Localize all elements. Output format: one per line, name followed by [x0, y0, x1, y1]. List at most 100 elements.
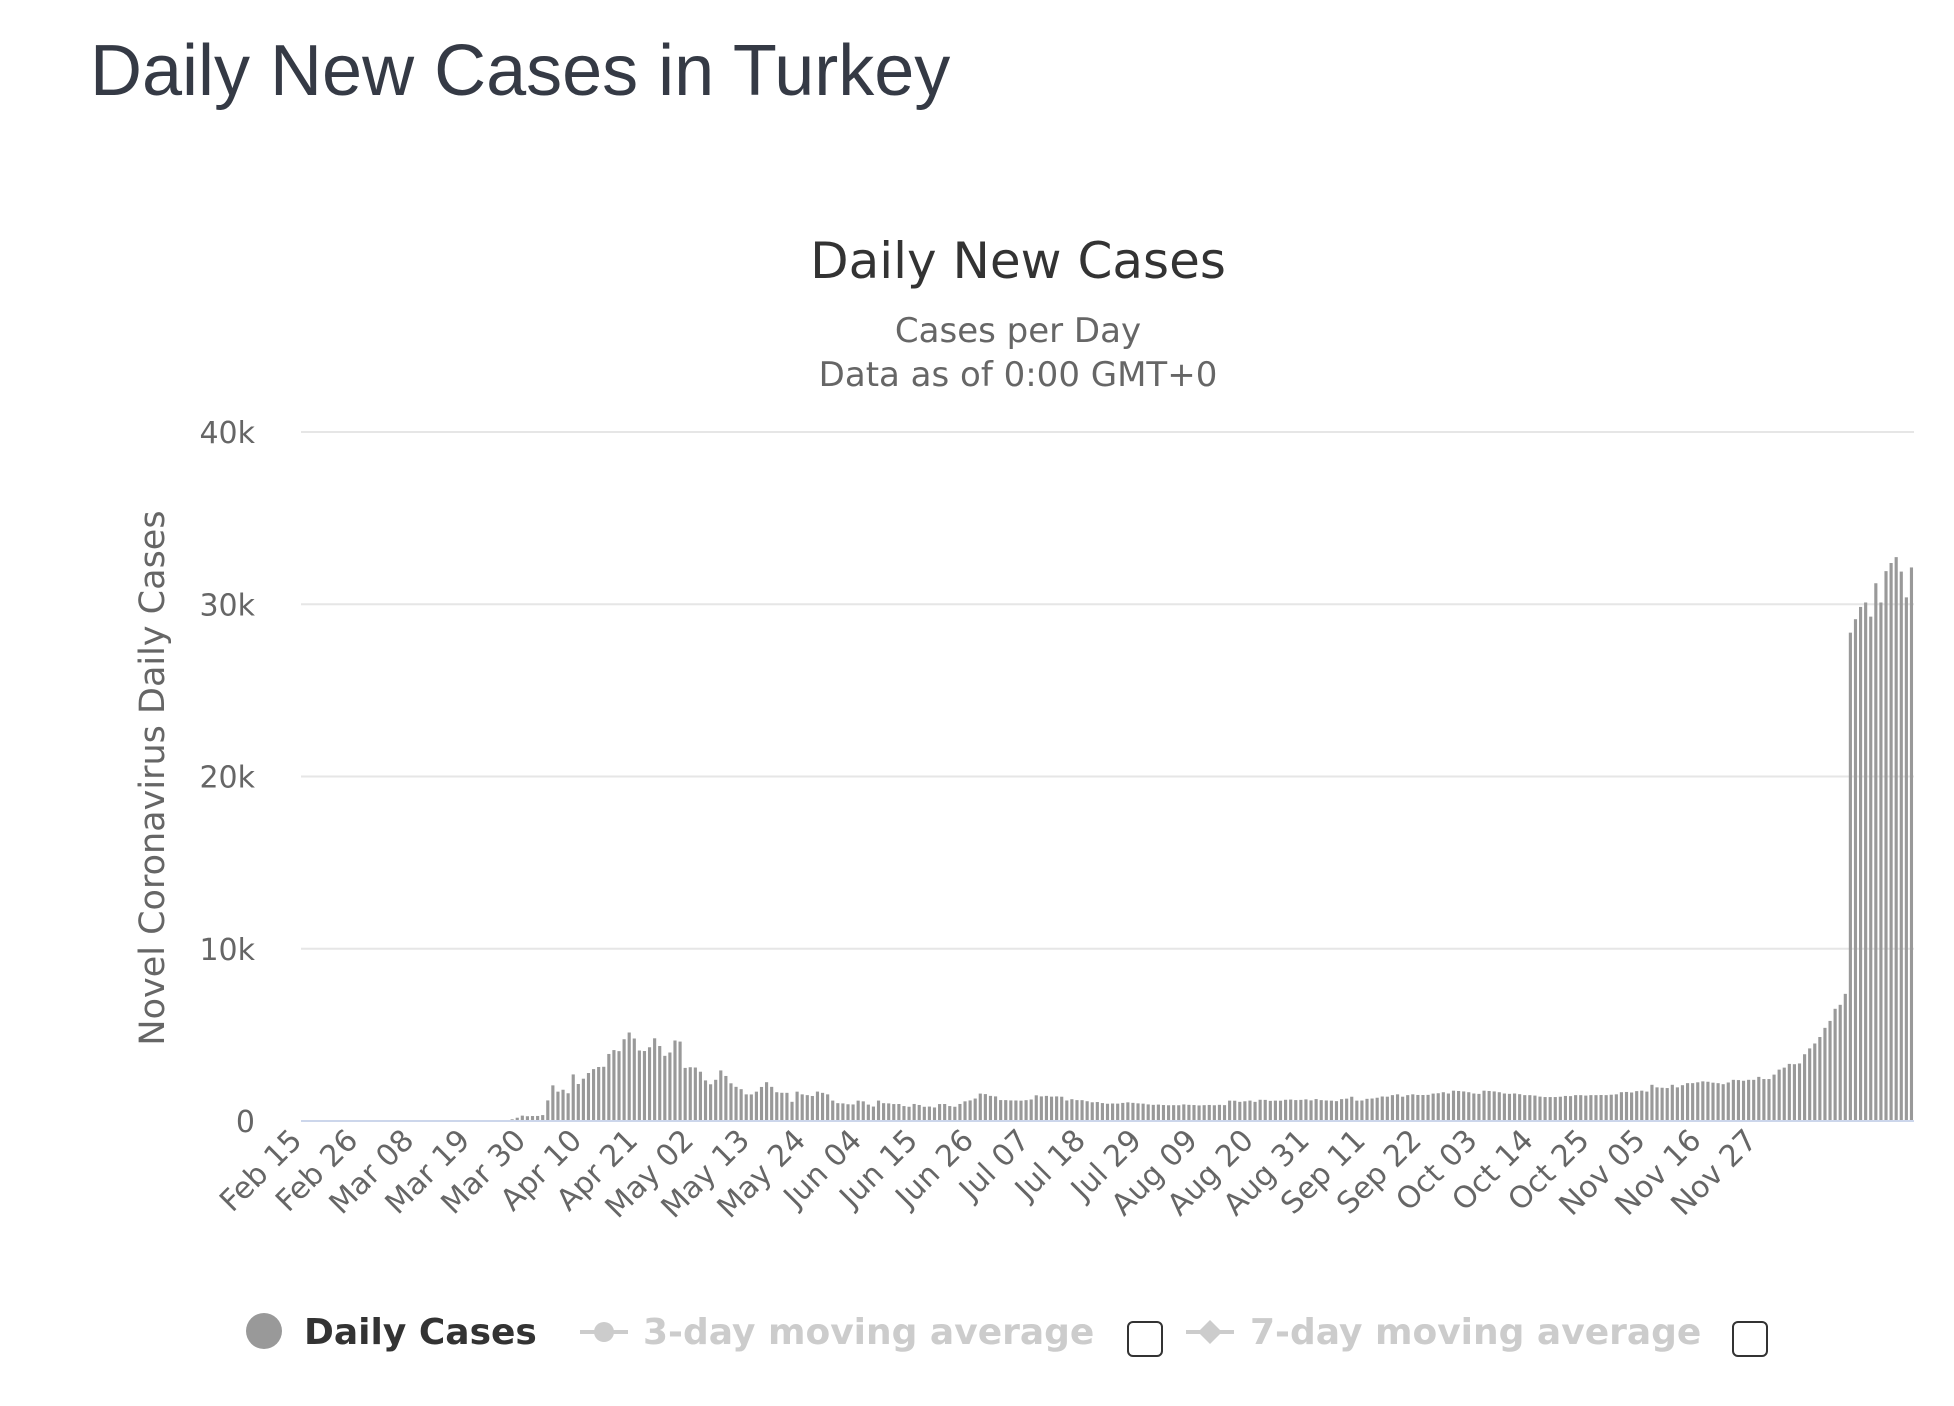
bar[interactable] [1278, 1100, 1283, 1121]
bar[interactable] [1518, 1094, 1522, 1121]
bar[interactable] [581, 1078, 585, 1121]
bar[interactable] [1416, 1094, 1420, 1121]
bar[interactable] [815, 1091, 820, 1121]
bar[interactable] [1075, 1100, 1079, 1121]
bar[interactable] [1243, 1101, 1247, 1121]
bar[interactable] [765, 1082, 769, 1121]
bar[interactable] [1909, 567, 1914, 1121]
bar[interactable] [1538, 1096, 1542, 1121]
bar[interactable] [1019, 1100, 1023, 1121]
bar[interactable] [520, 1115, 524, 1121]
bar[interactable] [1202, 1105, 1206, 1121]
bar[interactable] [1472, 1093, 1476, 1121]
bar[interactable] [1797, 1063, 1802, 1121]
bar[interactable] [1411, 1094, 1415, 1121]
bar[interactable] [693, 1067, 697, 1121]
bar[interactable] [536, 1115, 540, 1121]
bar[interactable] [780, 1092, 784, 1121]
bar[interactable] [927, 1106, 931, 1121]
bar[interactable] [1543, 1097, 1547, 1121]
bar[interactable] [1350, 1096, 1354, 1121]
bar[interactable] [703, 1080, 708, 1121]
bar[interactable] [1660, 1087, 1664, 1121]
bar[interactable] [988, 1095, 993, 1121]
bar[interactable] [597, 1067, 601, 1121]
bar[interactable] [917, 1104, 921, 1121]
bar[interactable] [790, 1101, 794, 1121]
bar[interactable] [1782, 1067, 1786, 1121]
bar[interactable] [846, 1104, 850, 1121]
bar[interactable] [749, 1094, 753, 1121]
bar[interactable] [1151, 1104, 1155, 1121]
bar[interactable] [887, 1103, 891, 1121]
bar[interactable] [1309, 1100, 1313, 1121]
bar[interactable] [1365, 1098, 1369, 1121]
bar[interactable] [953, 1106, 957, 1121]
bar[interactable] [1528, 1095, 1532, 1121]
bar[interactable] [1736, 1080, 1741, 1121]
bar[interactable] [1792, 1064, 1796, 1121]
bar[interactable] [968, 1100, 972, 1121]
bar[interactable] [1548, 1097, 1552, 1121]
bar[interactable] [602, 1066, 606, 1121]
bar[interactable] [882, 1103, 886, 1121]
bar[interactable] [1731, 1079, 1735, 1121]
bar[interactable] [1507, 1093, 1512, 1121]
bar[interactable] [826, 1094, 830, 1121]
bar[interactable] [1065, 1100, 1069, 1121]
bar[interactable] [983, 1094, 987, 1121]
bar[interactable] [1691, 1083, 1695, 1121]
bar[interactable] [1563, 1095, 1568, 1121]
bar[interactable] [902, 1106, 906, 1121]
bar[interactable] [1192, 1105, 1196, 1121]
bar[interactable] [1619, 1092, 1623, 1121]
bar[interactable] [1100, 1103, 1104, 1121]
bar[interactable] [1706, 1081, 1710, 1121]
bar[interactable] [561, 1089, 565, 1121]
bar[interactable] [1090, 1102, 1094, 1121]
bar[interactable] [1004, 1100, 1008, 1121]
bar[interactable] [1395, 1094, 1400, 1121]
bar[interactable] [1787, 1063, 1791, 1121]
bar[interactable] [673, 1040, 677, 1121]
bar[interactable] [1726, 1082, 1730, 1121]
bar[interactable] [576, 1084, 580, 1121]
bar[interactable] [1105, 1103, 1110, 1121]
bar[interactable] [1039, 1096, 1043, 1121]
bar[interactable] [1630, 1092, 1634, 1121]
bar[interactable] [1838, 1004, 1842, 1121]
bar[interactable] [1258, 1099, 1262, 1121]
bars[interactable] [480, 557, 1914, 1122]
bar[interactable] [1136, 1103, 1140, 1121]
bar[interactable] [1716, 1083, 1720, 1121]
bar[interactable] [1248, 1100, 1252, 1121]
bar[interactable] [912, 1103, 916, 1121]
bar[interactable] [1772, 1074, 1776, 1121]
bar[interactable] [1574, 1095, 1578, 1121]
bar[interactable] [1085, 1101, 1089, 1121]
bar[interactable] [831, 1100, 835, 1121]
bar[interactable] [810, 1095, 814, 1121]
bar[interactable] [1640, 1090, 1644, 1121]
bar[interactable] [1848, 632, 1852, 1121]
bar[interactable] [1589, 1095, 1593, 1121]
bar[interactable] [612, 1050, 616, 1121]
bar[interactable] [658, 1046, 662, 1121]
bar[interactable] [1304, 1099, 1308, 1121]
bar[interactable] [775, 1092, 779, 1121]
bar[interactable] [1421, 1095, 1425, 1121]
bar[interactable] [1696, 1082, 1700, 1121]
bar[interactable] [1385, 1096, 1389, 1121]
bar[interactable] [1803, 1054, 1807, 1121]
bar[interactable] [525, 1116, 529, 1121]
bar[interactable] [627, 1032, 631, 1122]
bar[interactable] [1212, 1105, 1216, 1121]
bar[interactable] [1762, 1079, 1766, 1121]
bar[interactable] [1441, 1092, 1445, 1121]
bar[interactable] [1314, 1099, 1318, 1121]
bar[interactable] [1375, 1097, 1379, 1121]
bar[interactable] [871, 1106, 876, 1121]
bar[interactable] [678, 1041, 682, 1121]
bar[interactable] [1853, 619, 1858, 1121]
bar[interactable] [1273, 1100, 1277, 1121]
